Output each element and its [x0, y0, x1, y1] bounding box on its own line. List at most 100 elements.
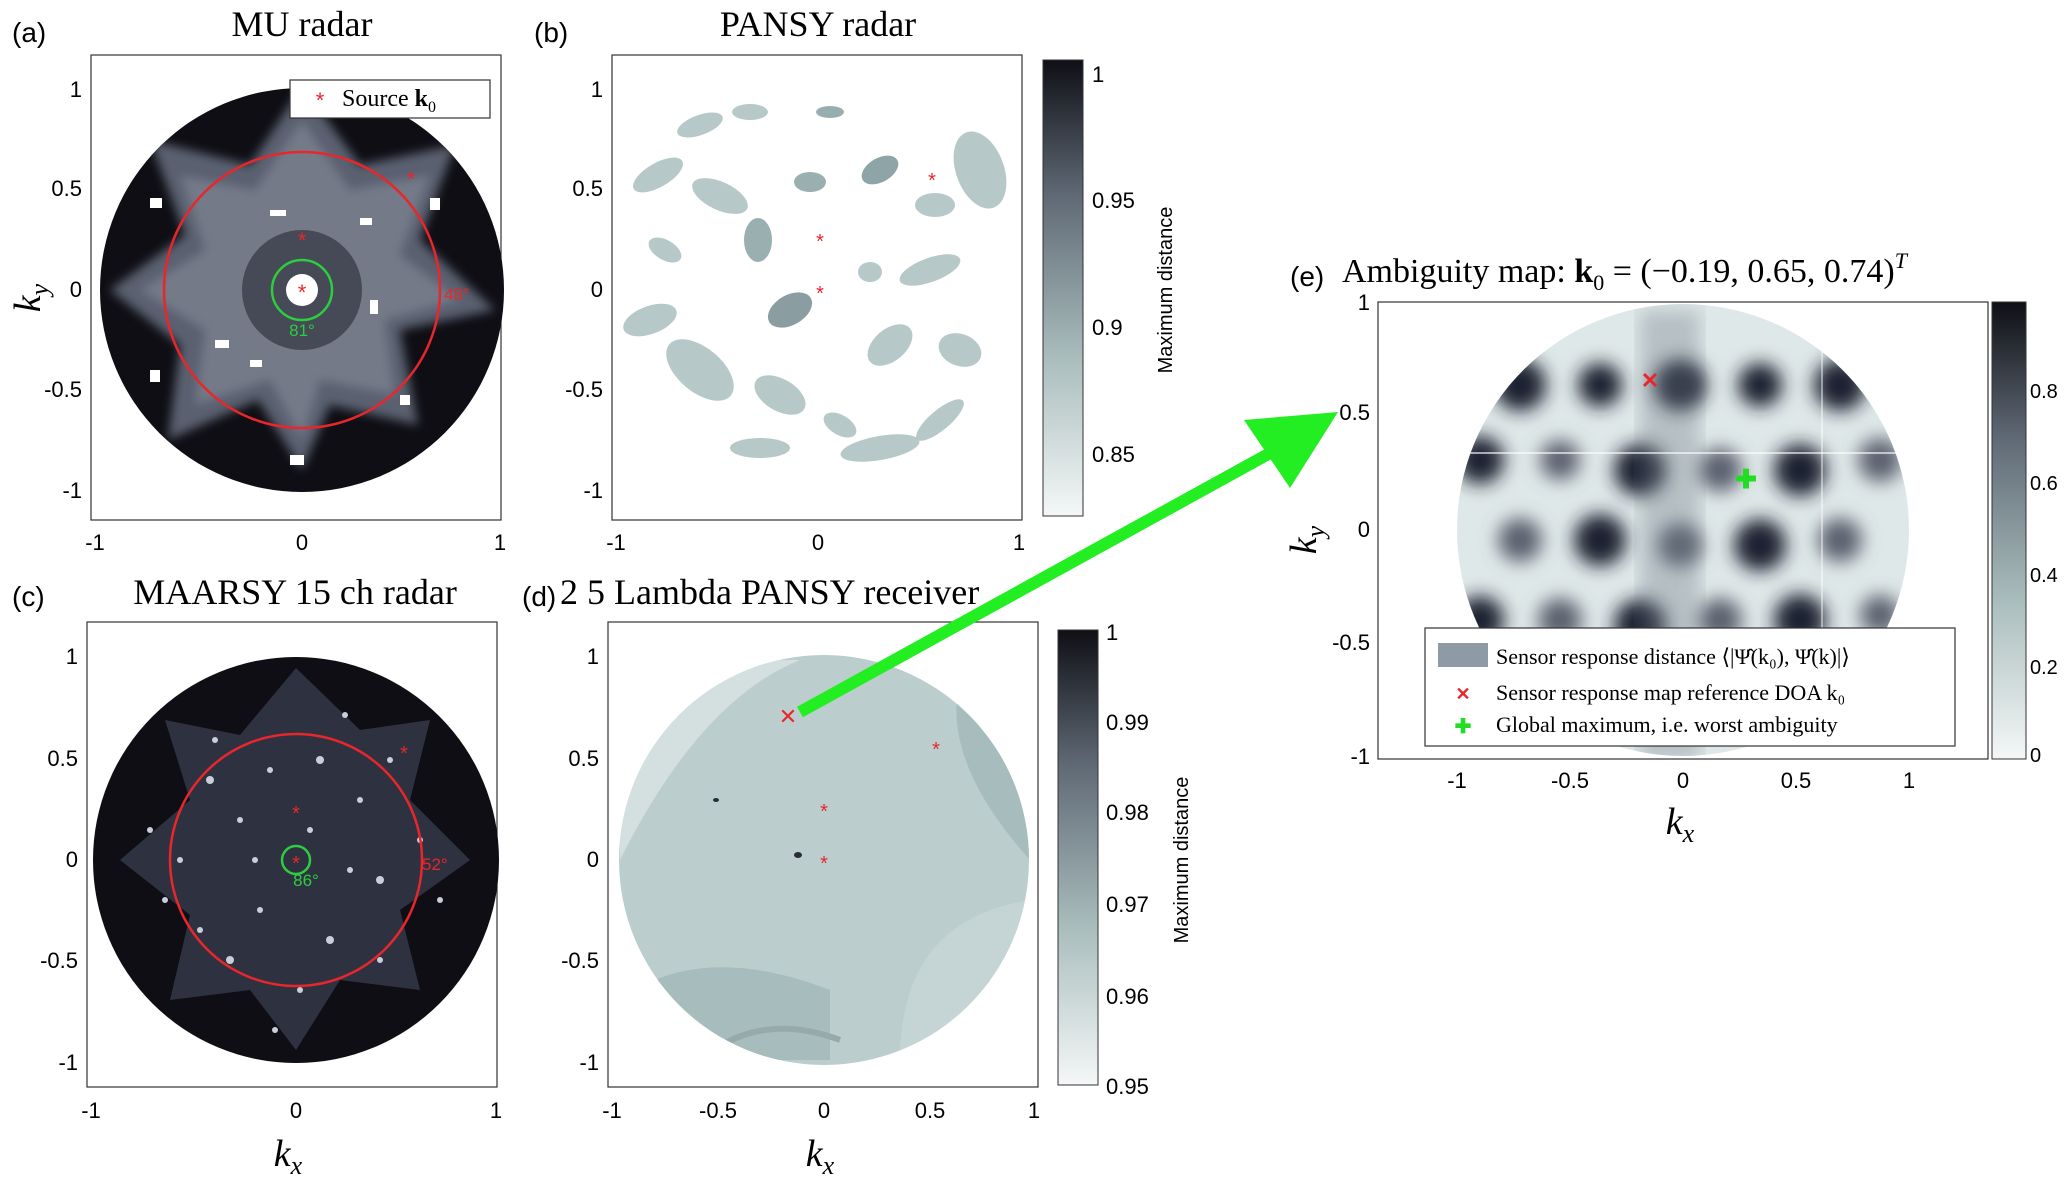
panel-d-colorbar-ticks: 1 0.99 0.98 0.97 0.96 0.95 [1106, 620, 1149, 1099]
panel-c-ytick: 0.5 [47, 746, 78, 771]
panel-b-source-marker-3: * [816, 283, 824, 305]
svg-text:✕: ✕ [1455, 684, 1470, 704]
panel-c-xtick: 1 [490, 1098, 502, 1123]
panel-c-title: MAARSY 15 ch radar [133, 572, 457, 612]
panel-a-fov-inner [270, 258, 334, 322]
panel-d-ytick: -0.5 [561, 948, 599, 973]
panel-a-yticks: 1 0.5 0 -0.5 -1 [44, 77, 82, 503]
panel-b-blobs [623, 104, 1007, 462]
panel-a-ytick: -0.5 [44, 377, 82, 402]
panel-b-label: (b) [534, 17, 568, 48]
panel-d-xtick: -1 [602, 1098, 622, 1123]
panel-d-colorbar [1057, 629, 1099, 1086]
panel-e-ytick: -1 [1350, 744, 1370, 769]
panel-d-xtick: 1 [1028, 1098, 1040, 1123]
panel-e-title: Ambiguity map: k0 = (−0.19, 0.65, 0.74)T [1342, 248, 1909, 295]
panel-a-legend-label: Source [342, 86, 409, 112]
panel-b-ytick: 0.5 [572, 176, 603, 201]
panel-c-source-marker-2: * [292, 803, 300, 825]
panel-c-ytick: 1 [66, 644, 78, 669]
panel-d-cbtick: 0.98 [1106, 800, 1149, 825]
panel-a-legend: * Source k0 [289, 79, 491, 119]
panel-d-cbtick: 0.95 [1106, 1074, 1149, 1099]
panel-c-source-marker-3: * [292, 853, 300, 875]
panel-d-label: (d) [522, 581, 556, 612]
panel-b-colorbar [1042, 59, 1084, 517]
panel-e-yticks: 1 0.5 0 -0.5 -1 [1332, 290, 1370, 769]
panel-a-star-pattern [110, 88, 495, 470]
zoom-arrow [797, 412, 1338, 718]
panel-d-xtick: 0.5 [915, 1098, 946, 1123]
panel-d-ytick: -1 [579, 1050, 599, 1075]
panel-b-ytick: 0 [591, 277, 603, 302]
panel-e-label: (e) [1290, 261, 1324, 292]
panel-c-source-marker: * [400, 743, 408, 765]
panel-e-xtick: 1 [1903, 768, 1915, 793]
panel-d-cbtick: 0.96 [1106, 984, 1149, 1009]
panel-a-xtick: -1 [85, 530, 105, 555]
panel-a-ylabel: ky [7, 283, 54, 312]
panel-e-reference-marker: ✕ [1641, 368, 1659, 393]
panel-a-xtick: 0 [296, 530, 308, 555]
panel-e-cbtick: 0 [2030, 745, 2041, 767]
panel-d-source-marker: * [932, 739, 940, 761]
panel-e-ytick: 1 [1358, 290, 1370, 315]
panel-c-ytick: 0 [66, 847, 78, 872]
panel-c-xtick: -1 [81, 1098, 101, 1123]
panel-e-colorbar [1991, 301, 2027, 760]
panel-d-xlabel: kx [806, 1133, 835, 1180]
panel-a-source-marker: * [407, 167, 416, 192]
svg-text:✚: ✚ [1455, 716, 1472, 738]
panel-b-ytick: 1 [591, 77, 603, 102]
panel-e-colorbar-ticks: 0.8 0.6 0.4 0.2 0 [2030, 381, 2058, 767]
panel-e-legend-item: Sensor response map reference DOA k₀ [1496, 680, 1845, 705]
panel-e-legend-item: Global maximum, i.e. worst ambiguity [1496, 712, 1838, 737]
panel-b-cbtick: 0.95 [1092, 188, 1135, 213]
panel-a-title: MU radar [232, 4, 373, 44]
panel-a-ytick: 0 [70, 277, 82, 302]
panel-d: (d) 2 5 Lambda PANSY receiver ✕ * * * 1 … [522, 572, 1193, 1180]
svg-text:Source k0: Source k0 [342, 86, 436, 116]
panel-b-ytick: -1 [583, 478, 603, 503]
panel-c-fov-inner [280, 844, 312, 876]
panel-d-cbtick: 0.99 [1106, 710, 1149, 735]
panel-b: (b) PANSY radar [534, 4, 1177, 555]
panel-e-ytick: 0.5 [1339, 400, 1370, 425]
panel-e-legend-item: Sensor response distance ⟨|Ψ̂(k₀), Ψ̂(k)… [1496, 644, 1850, 669]
panel-a-ytick: 0.5 [51, 176, 82, 201]
panel-c-label: (c) [12, 581, 45, 612]
panel-e-xtick: -0.5 [1551, 768, 1589, 793]
panel-c-yticks: 1 0.5 0 -0.5 -1 [40, 644, 78, 1075]
panel-a-source-marker-2: * [298, 228, 307, 253]
panel-a-xticks: -1 0 1 [85, 530, 506, 555]
panel-b-cbtick: 0.85 [1092, 442, 1135, 467]
panel-d-xtick: -0.5 [699, 1098, 737, 1123]
panel-d-xticks: -1 -0.5 0 0.5 1 [602, 1098, 1040, 1123]
panel-d-reference-marker: ✕ [779, 704, 797, 729]
panel-c-angle-inner: 86° [293, 871, 319, 890]
panel-a-legend-math: k [415, 86, 429, 112]
panel-d-xtick: 0 [818, 1098, 830, 1123]
panel-e-cbtick: 0.6 [2030, 473, 2058, 495]
panel-a: (a) MU radar * * * 48° 81° * Source k0 1 [7, 4, 506, 555]
panel-b-colorbar-label: Maximum distance [1155, 207, 1177, 374]
panel-d-yticks: 1 0.5 0 -0.5 -1 [561, 644, 599, 1075]
panel-b-source-marker-2: * [816, 231, 824, 253]
panel-b-xtick: 0 [812, 530, 824, 555]
panel-a-xtick: 1 [494, 530, 506, 555]
panel-e-cbtick: 0.8 [2030, 381, 2058, 403]
panel-d-ytick: 1 [587, 644, 599, 669]
panel-e-xtick: 0 [1677, 768, 1689, 793]
panel-d-title: 2 5 Lambda PANSY receiver [560, 572, 979, 612]
panel-b-yticks: 1 0.5 0 -0.5 -1 [565, 77, 603, 503]
panel-e-ytick: 0 [1358, 517, 1370, 542]
panel-b-ytick: -0.5 [565, 377, 603, 402]
panel-a-fov-outer [162, 150, 442, 430]
panel-b-xticks: -1 0 1 [606, 530, 1025, 555]
panel-a-source-marker-3: * [298, 280, 307, 305]
svg-text:*: * [316, 88, 325, 113]
panel-e-xtick: -1 [1447, 768, 1467, 793]
panel-e: (e) Ambiguity map: k0 = (−0.19, 0.65, 0.… [1283, 248, 2058, 848]
panel-e-xticks: -1 -0.5 0 0.5 1 [1447, 768, 1915, 793]
panel-b-axes [611, 54, 1023, 521]
